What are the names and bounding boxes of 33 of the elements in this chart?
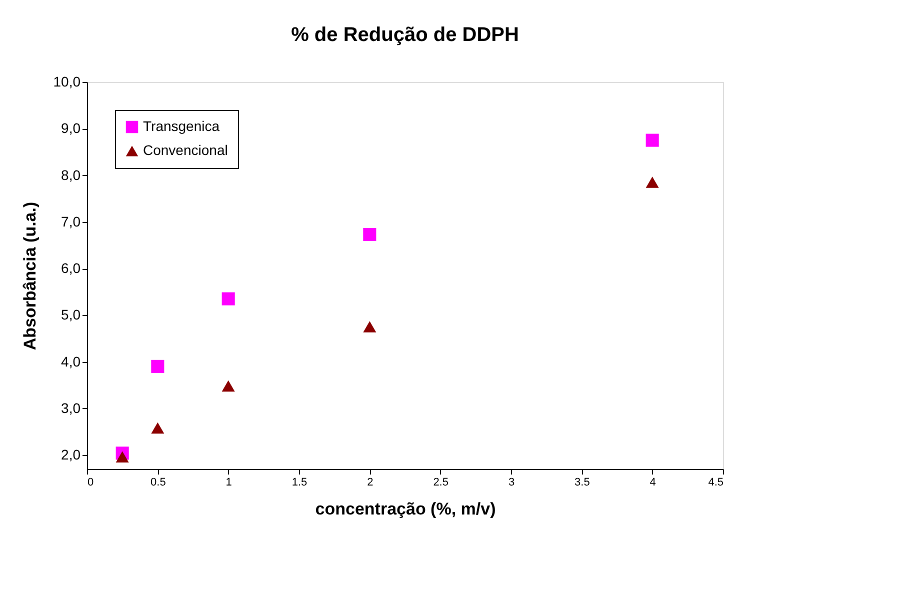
y-tick-label: 4,0 xyxy=(61,353,81,370)
x-tick-label: 1 xyxy=(226,476,232,488)
legend-label: Transgenica xyxy=(143,118,220,134)
point xyxy=(646,176,659,188)
legend-label: Convencional xyxy=(143,142,228,158)
point xyxy=(646,134,659,147)
x-tick-label: 4 xyxy=(650,476,656,488)
y-tick-label: 10,0 xyxy=(53,74,81,90)
x-tick-label: 3 xyxy=(508,476,515,488)
y-tick-label: 6,0 xyxy=(61,260,81,276)
point xyxy=(363,228,376,241)
y-tick-label: 9,0 xyxy=(61,120,81,136)
y-tick-label: 2,0 xyxy=(61,446,81,463)
point xyxy=(151,422,164,434)
x-tick-label: 4.5 xyxy=(708,476,724,488)
point xyxy=(151,360,164,373)
point xyxy=(363,321,376,332)
y-tick-label: 8,0 xyxy=(61,166,81,183)
x-tick-label: 3.5 xyxy=(574,476,590,488)
y-tick-label: 5,0 xyxy=(61,306,81,323)
x-tick-label: 0 xyxy=(88,476,94,488)
x-tick-label: 2 xyxy=(367,476,374,488)
point xyxy=(222,380,235,392)
y-tick-label: 3,0 xyxy=(61,400,81,416)
x-tick-label: 0.5 xyxy=(150,476,166,488)
y-tick-label: 7,0 xyxy=(61,213,81,230)
y-axis-title: Absorbância (u.a.) xyxy=(20,202,40,350)
x-axis-title: concentração (%, m/v) xyxy=(315,500,496,518)
point xyxy=(116,451,129,463)
point xyxy=(222,292,235,306)
x-tick-label: 1.5 xyxy=(292,476,308,488)
chart-title: % de Redução de DDPH xyxy=(291,24,519,46)
x-tick-label: 2.5 xyxy=(433,476,448,488)
